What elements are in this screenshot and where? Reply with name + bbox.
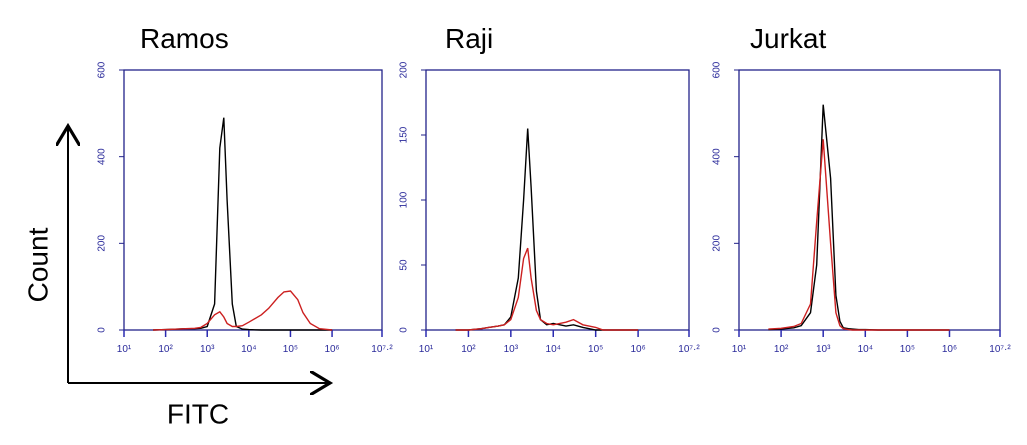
plot-frame [425,69,690,331]
y-tick-label: 200 [97,235,108,252]
histogram-line [455,247,639,331]
histogram-line [153,290,333,331]
x-tick-label: 10⁴ [546,344,561,355]
y-tick-label: 50 [399,259,410,271]
histogram-line [768,139,950,331]
x-tick-label: 10² [461,344,476,355]
x-tick-label: 10² [158,344,173,355]
plot-frame [738,69,1001,331]
histogram-line [768,104,950,331]
y-tick-label: 400 [97,148,108,165]
x-tick-label: 10¹ [732,344,747,355]
y-tick-label: 0 [712,327,723,333]
x-tick-label: 10⁷·² [371,344,393,355]
y-tick-label: 0 [97,327,108,333]
x-tick-label: 10⁷·² [678,344,700,355]
y-tick-label: 200 [399,61,410,78]
y-tick-label: 150 [399,126,410,143]
y-tick-label: 600 [97,61,108,78]
y-tick-label: 100 [399,191,410,208]
y-annotation: Count [22,227,53,302]
x-tick-label: 10³ [816,344,831,355]
y-tick-label: 200 [712,235,723,252]
y-tick-label: 600 [712,61,723,78]
chart-title: Raji [445,23,493,54]
histogram-line [153,117,333,331]
x-tick-label: 10⁵ [900,344,915,355]
x-tick-label: 10⁶ [942,344,957,355]
x-tick-label: 10³ [200,344,215,355]
x-tick-label: 10⁵ [283,344,298,355]
plot-frame [123,69,383,331]
histogram-line [455,128,639,331]
y-tick-label: 0 [399,327,410,333]
x-tick-label: 10¹ [117,344,132,355]
x-tick-label: 10⁶ [630,344,645,355]
x-tick-label: 10⁶ [324,344,339,355]
x-tick-label: 10⁷·² [989,344,1011,355]
chart-title: Ramos [140,23,229,54]
x-tick-label: 10³ [504,344,519,355]
y-tick-label: 400 [712,148,723,165]
x-tick-label: 10¹ [419,344,434,355]
x-tick-label: 10⁴ [858,344,873,355]
x-tick-label: 10⁴ [241,344,256,355]
x-tick-label: 10² [774,344,789,355]
x-annotation: FITC [167,398,229,429]
x-tick-label: 10⁵ [588,344,603,355]
chart-title: Jurkat [750,23,826,54]
